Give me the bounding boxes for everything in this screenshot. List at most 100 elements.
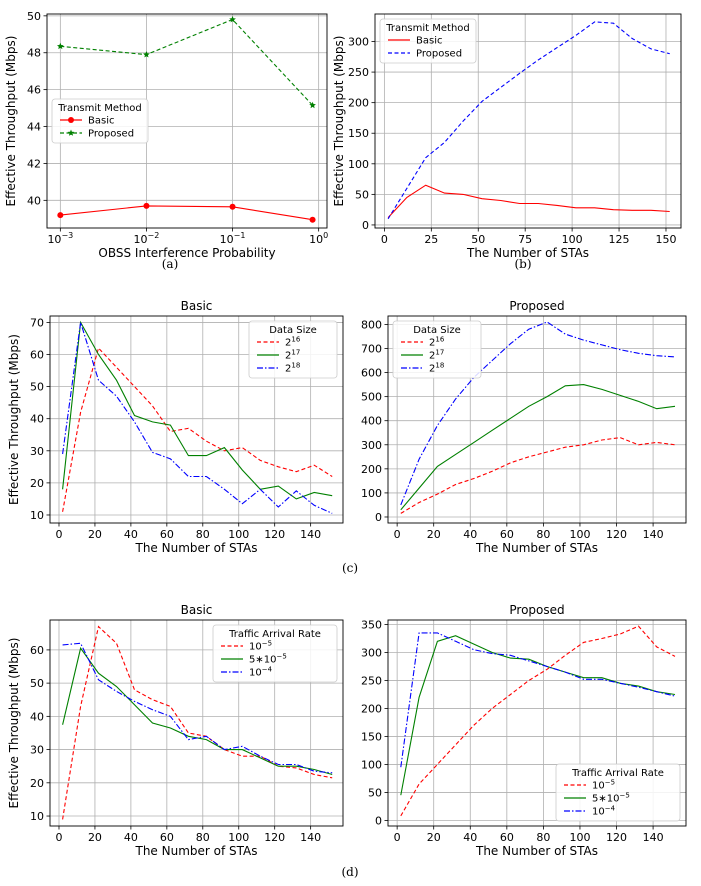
y-axis-label: Effective Throughput (Mbps) bbox=[332, 36, 346, 207]
chart-title: Proposed bbox=[509, 603, 564, 617]
legend-box bbox=[248, 320, 338, 379]
caption-c: (c) bbox=[342, 561, 358, 575]
x-tick-label: 140 bbox=[300, 528, 321, 541]
series-line-1 bbox=[60, 18, 314, 106]
x-axis-label: OBSS Interference Probability bbox=[98, 246, 275, 260]
x-tick-label: 60 bbox=[160, 831, 174, 844]
y-tick-label: 40 bbox=[30, 413, 44, 426]
y-tick-label: 48 bbox=[27, 47, 41, 60]
y-tick-label: 700 bbox=[361, 342, 382, 355]
chart-title: Proposed bbox=[509, 299, 564, 313]
y-tick-label: 60 bbox=[30, 349, 44, 362]
y-tick-label: 300 bbox=[361, 646, 382, 659]
x-axis-label: The Number of STAs bbox=[475, 844, 598, 858]
x-tick-label: 120 bbox=[264, 528, 285, 541]
y-tick-label: 100 bbox=[361, 758, 382, 771]
data-point bbox=[57, 212, 64, 219]
series-line-1 bbox=[387, 21, 670, 220]
y-tick-label: 60 bbox=[30, 644, 44, 657]
y-tick-label: 20 bbox=[30, 477, 44, 490]
x-tick-label: 60 bbox=[500, 831, 514, 844]
legend-box bbox=[212, 624, 338, 683]
legend-label-1: Proposed bbox=[88, 129, 134, 140]
y-tick-label: 200 bbox=[361, 702, 382, 715]
y-tick-label: 300 bbox=[348, 36, 369, 49]
y-tick-label: 150 bbox=[361, 730, 382, 743]
plot-frame bbox=[49, 315, 344, 524]
y-tick-label: 10 bbox=[30, 810, 44, 823]
y-tick-label: 500 bbox=[361, 391, 382, 404]
chart-c-basic: 0 20 40 60 80 100 120 140 10 20 30 40 50 60 70 Basic The… bbox=[7, 299, 344, 555]
x-tick-label: 0 bbox=[55, 528, 62, 541]
y-tick-label: 600 bbox=[361, 367, 382, 380]
x-tick-label: 80 bbox=[536, 831, 550, 844]
x-axis-label: The Number of STAs bbox=[134, 541, 257, 555]
y-axis-label: Effective Throughput (Mbps) bbox=[7, 334, 21, 505]
x-axis-label: The Number of STAs bbox=[134, 844, 257, 858]
series-line-2 bbox=[400, 632, 676, 768]
legend-title: Traffic Arrival Rate bbox=[571, 768, 664, 779]
y-tick-label: 300 bbox=[361, 439, 382, 452]
x-tick-label: 125 bbox=[609, 233, 630, 246]
y-tick-label: 30 bbox=[30, 744, 44, 757]
data-point bbox=[229, 203, 236, 210]
caption-d: (d) bbox=[341, 865, 358, 879]
legend-box bbox=[392, 320, 482, 379]
chart-d-basic: 0 20 40 60 80 100 120 140 10 20 30 40 50 60 Basic The N… bbox=[7, 603, 344, 858]
data-point bbox=[143, 51, 150, 58]
y-tick-label: 0 bbox=[375, 511, 382, 524]
y-tick-label: 30 bbox=[30, 445, 44, 458]
y-tick-label: 70 bbox=[30, 316, 44, 329]
y-tick-label: 250 bbox=[361, 674, 382, 687]
data-point bbox=[143, 202, 150, 209]
y-tick-label: 200 bbox=[361, 463, 382, 476]
x-axis-label: The Number of STAs bbox=[475, 541, 598, 555]
legend-marker bbox=[67, 129, 75, 136]
y-tick-label: 50 bbox=[355, 188, 369, 201]
x-tick-label: 25 bbox=[424, 233, 438, 246]
legend-title: Data Size bbox=[413, 325, 461, 336]
x-tick-label: 120 bbox=[606, 831, 627, 844]
y-axis-label: Effective Throughput (Mbps) bbox=[7, 638, 21, 809]
y-tick-label: 40 bbox=[30, 710, 44, 723]
x-tick-label: 40 bbox=[124, 528, 138, 541]
x-tick-label: 20 bbox=[427, 831, 441, 844]
x-tick-label: 100 bbox=[562, 233, 583, 246]
plot-frame bbox=[374, 13, 682, 229]
y-tick-label: 42 bbox=[27, 157, 41, 170]
x-tick-label: 80 bbox=[196, 831, 210, 844]
y-tick-label: 40 bbox=[27, 194, 41, 207]
chart-b: 0 25 50 75 100 125 150 0 50 100 150 200 250 300 The Nu… bbox=[332, 13, 682, 260]
x-tick-label: 20 bbox=[427, 528, 441, 541]
legend-title: Transmit Method bbox=[57, 103, 142, 114]
y-tick-label: 44 bbox=[27, 121, 41, 134]
data-point bbox=[57, 42, 64, 50]
plot-frame bbox=[387, 619, 687, 827]
chart-a: 10−3 10−2 10−1 100 40 42 44 46 48 50 OBSS Interfer… bbox=[4, 10, 328, 260]
legend-title: Transmit Method bbox=[385, 23, 470, 34]
series-line-2 bbox=[62, 642, 333, 774]
y-tick-label: 350 bbox=[361, 618, 382, 631]
y-tick-label: 0 bbox=[362, 219, 369, 232]
chart-title: Basic bbox=[181, 603, 213, 617]
x-tick-label: 0 bbox=[55, 831, 62, 844]
x-tick-label: 100 bbox=[309, 231, 328, 246]
x-tick-label: 80 bbox=[536, 528, 550, 541]
y-tick-label: 50 bbox=[30, 381, 44, 394]
y-tick-label: 800 bbox=[361, 318, 382, 331]
x-tick-label: 140 bbox=[643, 831, 664, 844]
y-tick-label: 0 bbox=[375, 814, 382, 827]
plot-frame bbox=[46, 13, 328, 229]
x-tick-label: 120 bbox=[264, 831, 285, 844]
series-line-0 bbox=[60, 205, 313, 221]
y-tick-label: 46 bbox=[27, 84, 41, 97]
legend-box bbox=[379, 18, 477, 64]
x-tick-label: 75 bbox=[518, 233, 532, 246]
legend-box bbox=[51, 98, 149, 144]
y-tick-label: 50 bbox=[30, 677, 44, 690]
series-line-0 bbox=[62, 625, 333, 820]
legend-title: Data Size bbox=[269, 325, 317, 336]
